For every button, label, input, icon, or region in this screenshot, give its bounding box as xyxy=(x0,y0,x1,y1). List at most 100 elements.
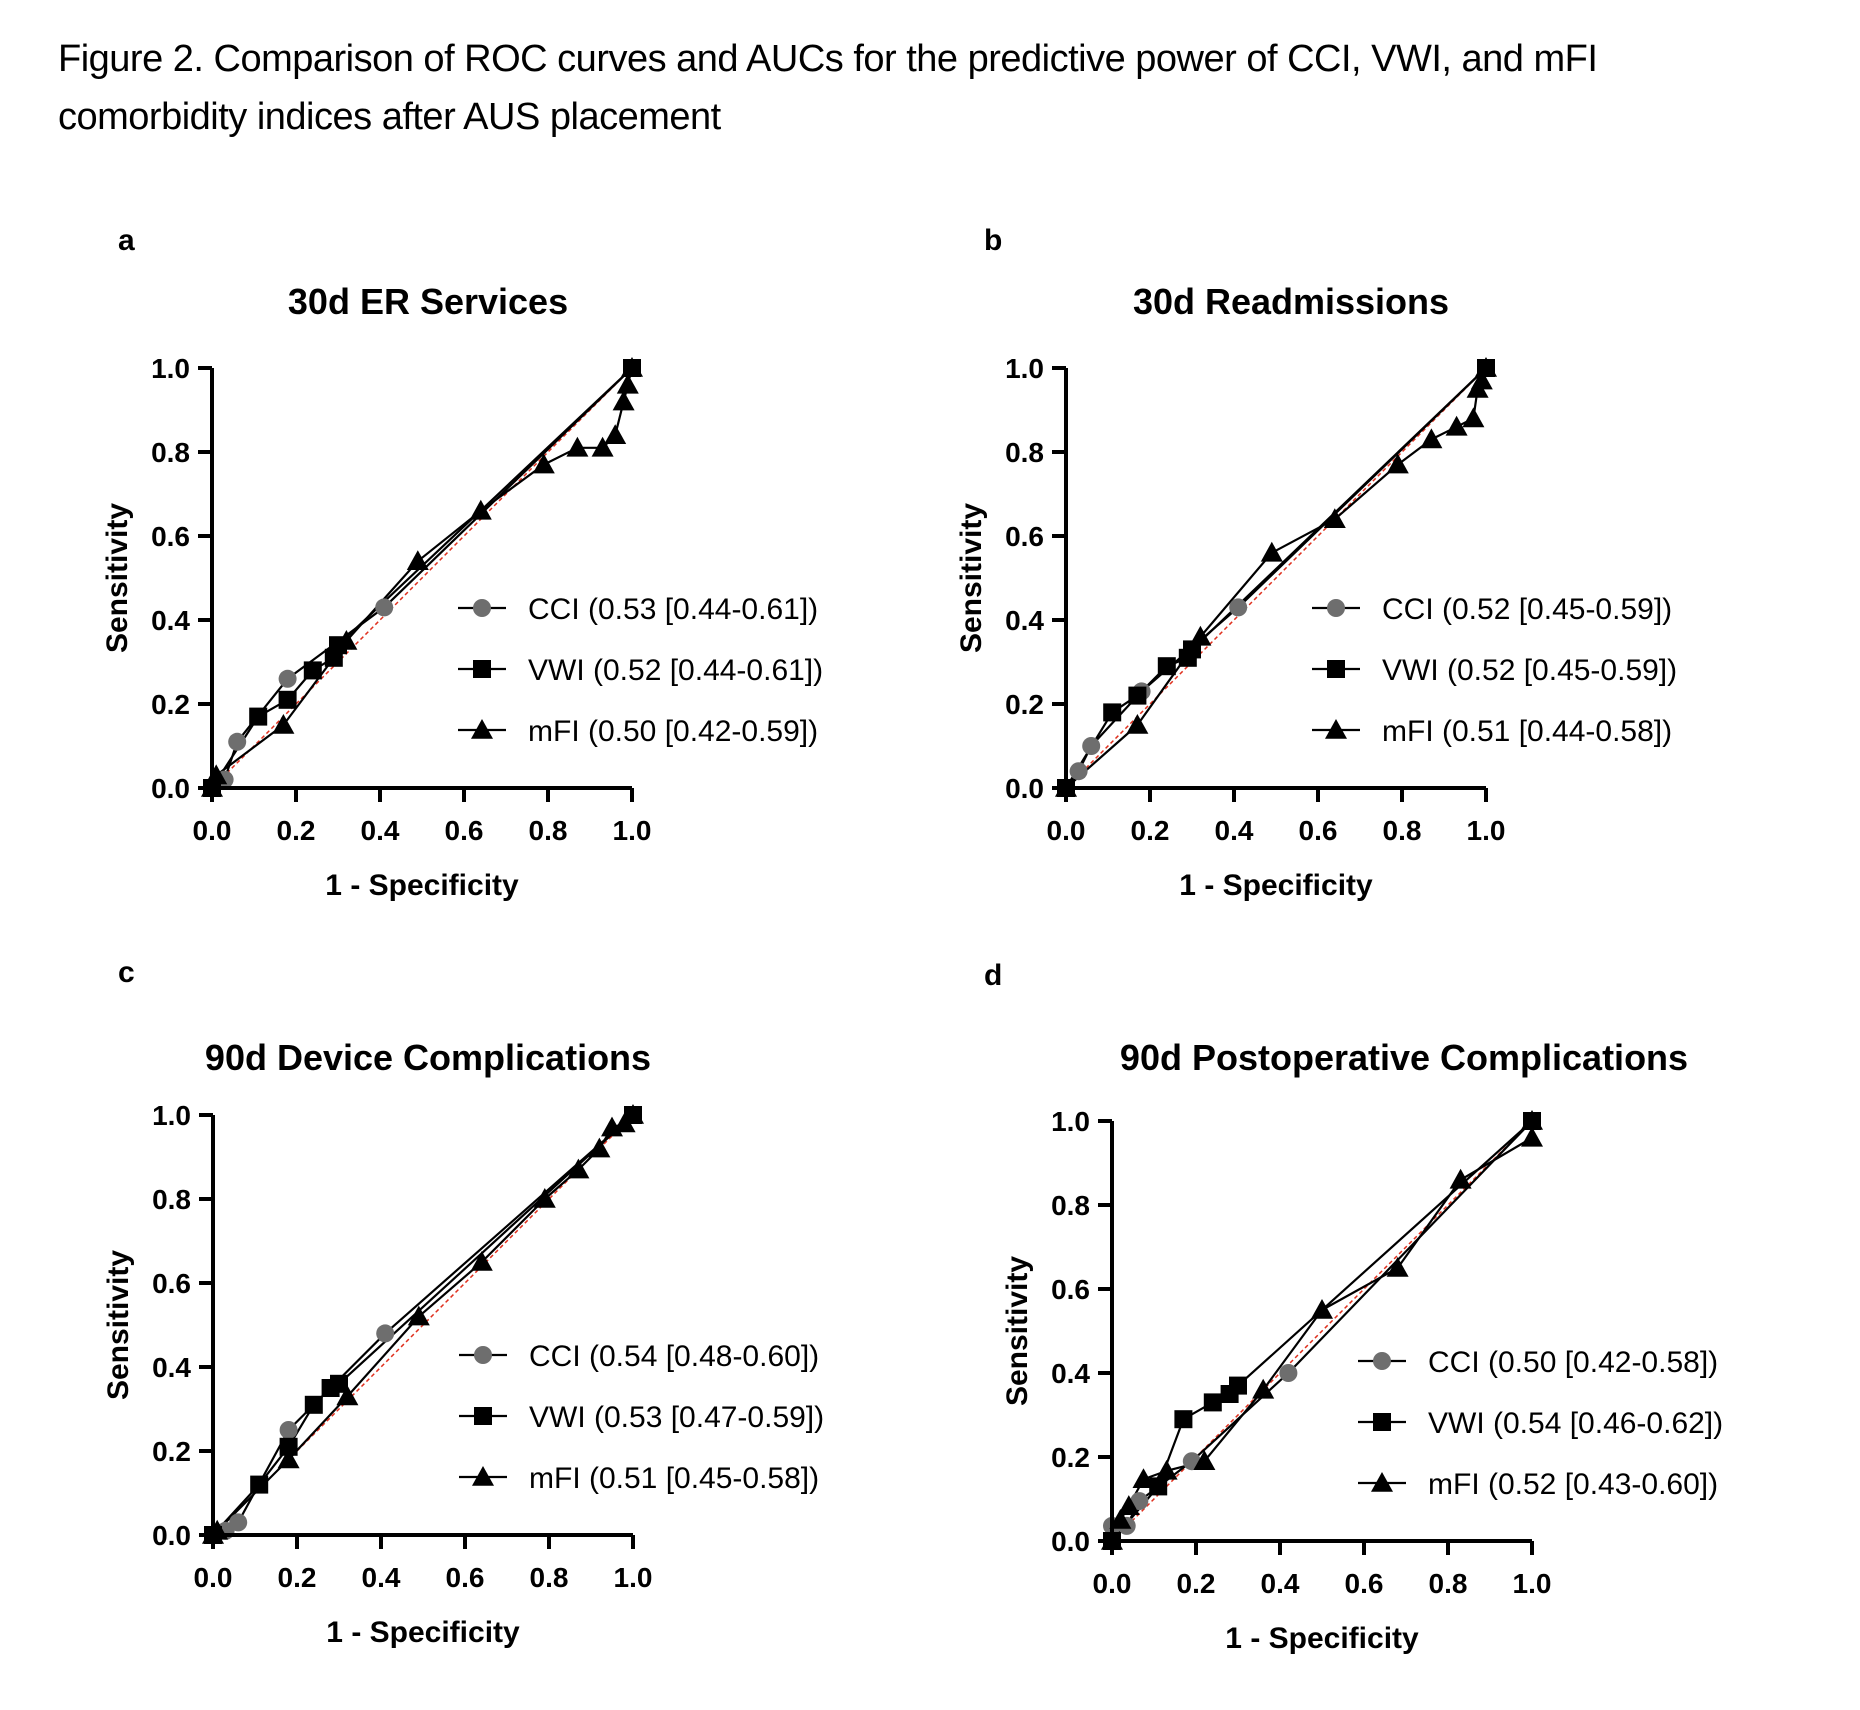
y-tick-label: 0.4 xyxy=(151,605,190,636)
reference-diagonal-line xyxy=(1111,1120,1533,1542)
panel-letter-a: a xyxy=(118,224,135,257)
legend-marker-cci xyxy=(1327,599,1345,617)
legend-label: CCI (0.52 [0.45-0.59]) xyxy=(1382,593,1672,626)
data-point-mfi xyxy=(533,1188,556,1208)
data-point-mfi xyxy=(1323,508,1346,528)
y-axis-label: Sensitivity xyxy=(1001,1256,1034,1406)
x-tick-label: 0.6 xyxy=(445,815,484,846)
data-point-mfi xyxy=(1155,1459,1178,1480)
data-point-mfi xyxy=(1109,1509,1132,1529)
data-point-mfi xyxy=(621,357,643,377)
x-tick-label: 0.2 xyxy=(1177,1568,1216,1599)
legend-item-vwi: VWI (0.52 [0.44-0.61]) xyxy=(458,654,823,687)
legend-marker-vwi xyxy=(1373,1413,1391,1431)
data-point-vwi xyxy=(303,661,322,680)
data-point-mfi xyxy=(1189,625,1212,646)
y-tick-label: 0.0 xyxy=(1051,1526,1090,1557)
legend-marker-cci xyxy=(474,1346,492,1364)
data-point-mfi xyxy=(588,1137,611,1158)
legend-item-cci: CCI (0.52 [0.45-0.59]) xyxy=(1312,593,1672,626)
x-tick-label: 1.0 xyxy=(1513,1568,1552,1599)
legend-item-vwi: VWI (0.54 [0.46-0.62]) xyxy=(1358,1407,1723,1440)
data-point-mfi xyxy=(1445,415,1468,436)
data-point-vwi xyxy=(279,1437,298,1456)
legend-item-vwi: VWI (0.53 [0.47-0.59]) xyxy=(459,1401,824,1434)
x-tick-label: 0.0 xyxy=(194,1562,233,1593)
panel-letter-d: d xyxy=(984,959,1002,992)
data-point-cci xyxy=(1229,598,1248,617)
legend-item-vwi: VWI (0.52 [0.45-0.59]) xyxy=(1312,654,1677,687)
data-point-mfi xyxy=(1521,1110,1543,1130)
x-tick-label: 0.4 xyxy=(1261,1568,1300,1599)
y-tick-label: 0.2 xyxy=(1051,1442,1090,1473)
legend-marker-mfi xyxy=(1371,1472,1393,1492)
legend-item-cci: CCI (0.53 [0.44-0.61]) xyxy=(458,593,818,626)
x-tick-label: 0.4 xyxy=(361,815,400,846)
data-point-mfi xyxy=(532,453,555,474)
legend-label: CCI (0.50 [0.42-0.58]) xyxy=(1428,1346,1718,1379)
y-tick-label: 0.6 xyxy=(152,1268,191,1299)
x-tick-label: 0.0 xyxy=(193,815,232,846)
panel-d: d 90d Postoperative Complications 0.0 0.2… xyxy=(984,959,1723,1655)
data-point-vwi xyxy=(304,1395,323,1414)
x-axis-label: 1 - Specificity xyxy=(1225,1622,1419,1655)
data-point-cci xyxy=(279,1421,298,1439)
y-tick-label: 0.8 xyxy=(152,1184,191,1215)
data-point-cci xyxy=(375,598,394,617)
data-point-mfi xyxy=(604,424,627,444)
x-tick-label: 0.2 xyxy=(1131,815,1170,846)
data-point-mfi xyxy=(1420,428,1443,449)
x-tick-label: 1.0 xyxy=(1467,815,1506,846)
x-tick-label: 1.0 xyxy=(613,815,652,846)
data-point-mfi xyxy=(1132,1468,1155,1489)
legend: CCI (0.50 [0.42-0.58]) VWI (0.54 [0.46-0.… xyxy=(1358,1346,1723,1501)
y-tick-label: 0.4 xyxy=(1005,605,1044,636)
data-point-mfi xyxy=(406,550,429,570)
data-point-mfi xyxy=(1462,407,1485,428)
data-point-cci xyxy=(1279,1364,1298,1382)
x-tick-label: 0.6 xyxy=(1299,815,1338,846)
data-point-mfi xyxy=(612,390,635,411)
y-tick-label: 1.0 xyxy=(151,353,190,384)
x-tick-label: 0.2 xyxy=(278,1562,317,1593)
panel-title-d: 90d Postoperative Complications xyxy=(1120,1037,1688,1078)
data-point-vwi xyxy=(330,1374,348,1393)
panel-b: b 30d Readmissions 0.0 0.2 0.4 0.6 0.8 1.0 0.0… xyxy=(955,224,1677,902)
data-point-mfi xyxy=(1470,369,1493,390)
legend: CCI (0.53 [0.44-0.61]) VWI (0.52 [0.44-0.… xyxy=(458,593,823,748)
data-point-mfi xyxy=(622,1104,644,1124)
legend-label: mFI (0.51 [0.45-0.58]) xyxy=(529,1462,819,1495)
data-point-cci xyxy=(376,1324,395,1343)
y-tick-label: 1.0 xyxy=(1051,1106,1090,1137)
legend-label: VWI (0.52 [0.44-0.61]) xyxy=(528,654,823,687)
y-tick-label: 0.2 xyxy=(152,1436,191,1467)
figure-caption-line-2: comorbidity indices after AUS placement xyxy=(58,96,721,138)
legend-marker-mfi xyxy=(1325,719,1347,739)
y-tick-label: 0.6 xyxy=(1051,1274,1090,1305)
y-tick-label: 0.6 xyxy=(151,521,190,552)
data-point-cci xyxy=(1082,737,1101,755)
data-point-mfi xyxy=(1521,1126,1543,1147)
x-axis-label: 1 - Specificity xyxy=(326,1616,520,1649)
panel-title-b: 30d Readmissions xyxy=(1133,281,1449,322)
legend: CCI (0.54 [0.48-0.60]) VWI (0.53 [0.47-0.… xyxy=(459,1340,824,1495)
figure-caption: Figure 2. Comparison of ROC curves and A… xyxy=(58,30,1818,146)
y-tick-label: 0.8 xyxy=(151,437,190,468)
y-tick-label: 0.4 xyxy=(152,1352,191,1383)
x-axis-label: 1 - Specificity xyxy=(1179,869,1373,902)
x-tick-label: 0.8 xyxy=(1383,815,1422,846)
y-tick-label: 1.0 xyxy=(1005,353,1044,384)
data-point-mfi xyxy=(1386,1257,1409,1277)
x-tick-label: 0.4 xyxy=(362,1562,401,1593)
legend-label: CCI (0.53 [0.44-0.61]) xyxy=(528,593,818,626)
data-point-mfi xyxy=(1475,357,1497,377)
x-tick-label: 0.8 xyxy=(1429,1568,1468,1599)
y-tick-label: 0.4 xyxy=(1051,1358,1090,1389)
panel-letter-c: c xyxy=(118,956,135,989)
data-point-vwi xyxy=(278,690,297,709)
data-point-cci xyxy=(228,732,247,751)
legend-item-mfi: mFI (0.51 [0.44-0.58]) xyxy=(1312,715,1672,748)
legend-label: VWI (0.53 [0.47-0.59]) xyxy=(529,1401,824,1434)
legend: CCI (0.52 [0.45-0.59]) VWI (0.52 [0.45-0.… xyxy=(1312,593,1677,748)
legend-marker-vwi xyxy=(1327,660,1345,678)
